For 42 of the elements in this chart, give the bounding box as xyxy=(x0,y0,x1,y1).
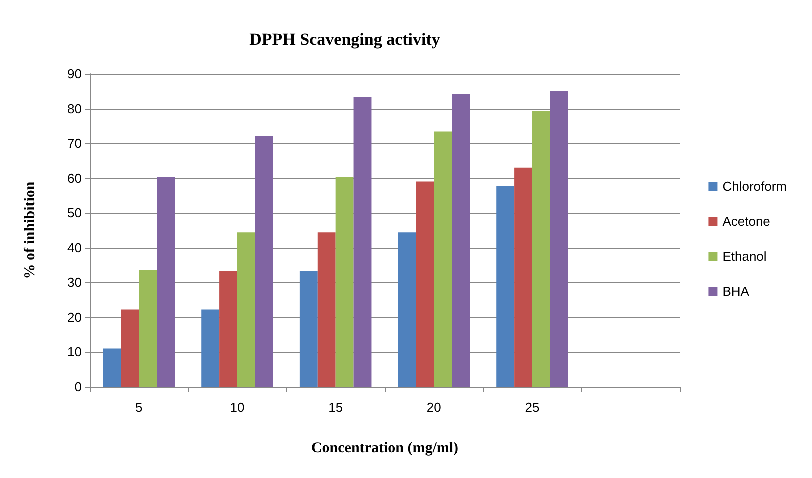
x-tick-label: 20 xyxy=(426,400,442,415)
y-tick-label: 0 xyxy=(74,380,82,394)
bar xyxy=(336,177,354,387)
bar xyxy=(300,271,318,387)
x-axis-title: Concentration (mg/ml) xyxy=(311,440,459,456)
y-tick-label: 20 xyxy=(68,310,82,325)
x-tick-label: 5 xyxy=(136,400,143,415)
y-tick-label: 80 xyxy=(68,101,82,116)
y-tick-label: 50 xyxy=(68,206,82,221)
legend-label: Acetone xyxy=(722,214,770,229)
y-axis-title: % of inhibition xyxy=(22,181,38,280)
bar xyxy=(532,112,550,387)
x-tick-label: 10 xyxy=(230,400,245,415)
bar xyxy=(255,136,274,387)
x-tick-label: 25 xyxy=(525,400,540,415)
bar xyxy=(550,91,568,387)
bar xyxy=(434,132,452,387)
legend-label: BHA xyxy=(722,284,750,299)
y-tick-label: 40 xyxy=(68,240,82,256)
legend-label: Ethanol xyxy=(722,249,767,264)
bar xyxy=(202,310,220,387)
x-tick-label: 15 xyxy=(328,400,344,415)
bar xyxy=(220,271,238,387)
bar xyxy=(452,94,470,387)
bar xyxy=(416,182,434,387)
bar xyxy=(238,232,256,387)
bar xyxy=(103,348,122,387)
bar xyxy=(398,232,416,387)
y-tick-label: 70 xyxy=(68,136,82,152)
bar xyxy=(514,168,532,387)
y-tick-label: 60 xyxy=(68,170,82,186)
bar xyxy=(354,97,372,387)
y-tick-label: 90 xyxy=(68,66,82,82)
bar xyxy=(157,176,176,387)
chart-title: DPPH Scavenging activity xyxy=(250,30,441,49)
y-tick-label: 30 xyxy=(68,275,82,290)
y-tick-label: 10 xyxy=(68,344,82,360)
bar xyxy=(496,186,515,387)
bar xyxy=(139,270,158,387)
bar xyxy=(121,310,140,387)
legend-label: Chloroform xyxy=(722,179,787,194)
bar xyxy=(318,232,336,387)
